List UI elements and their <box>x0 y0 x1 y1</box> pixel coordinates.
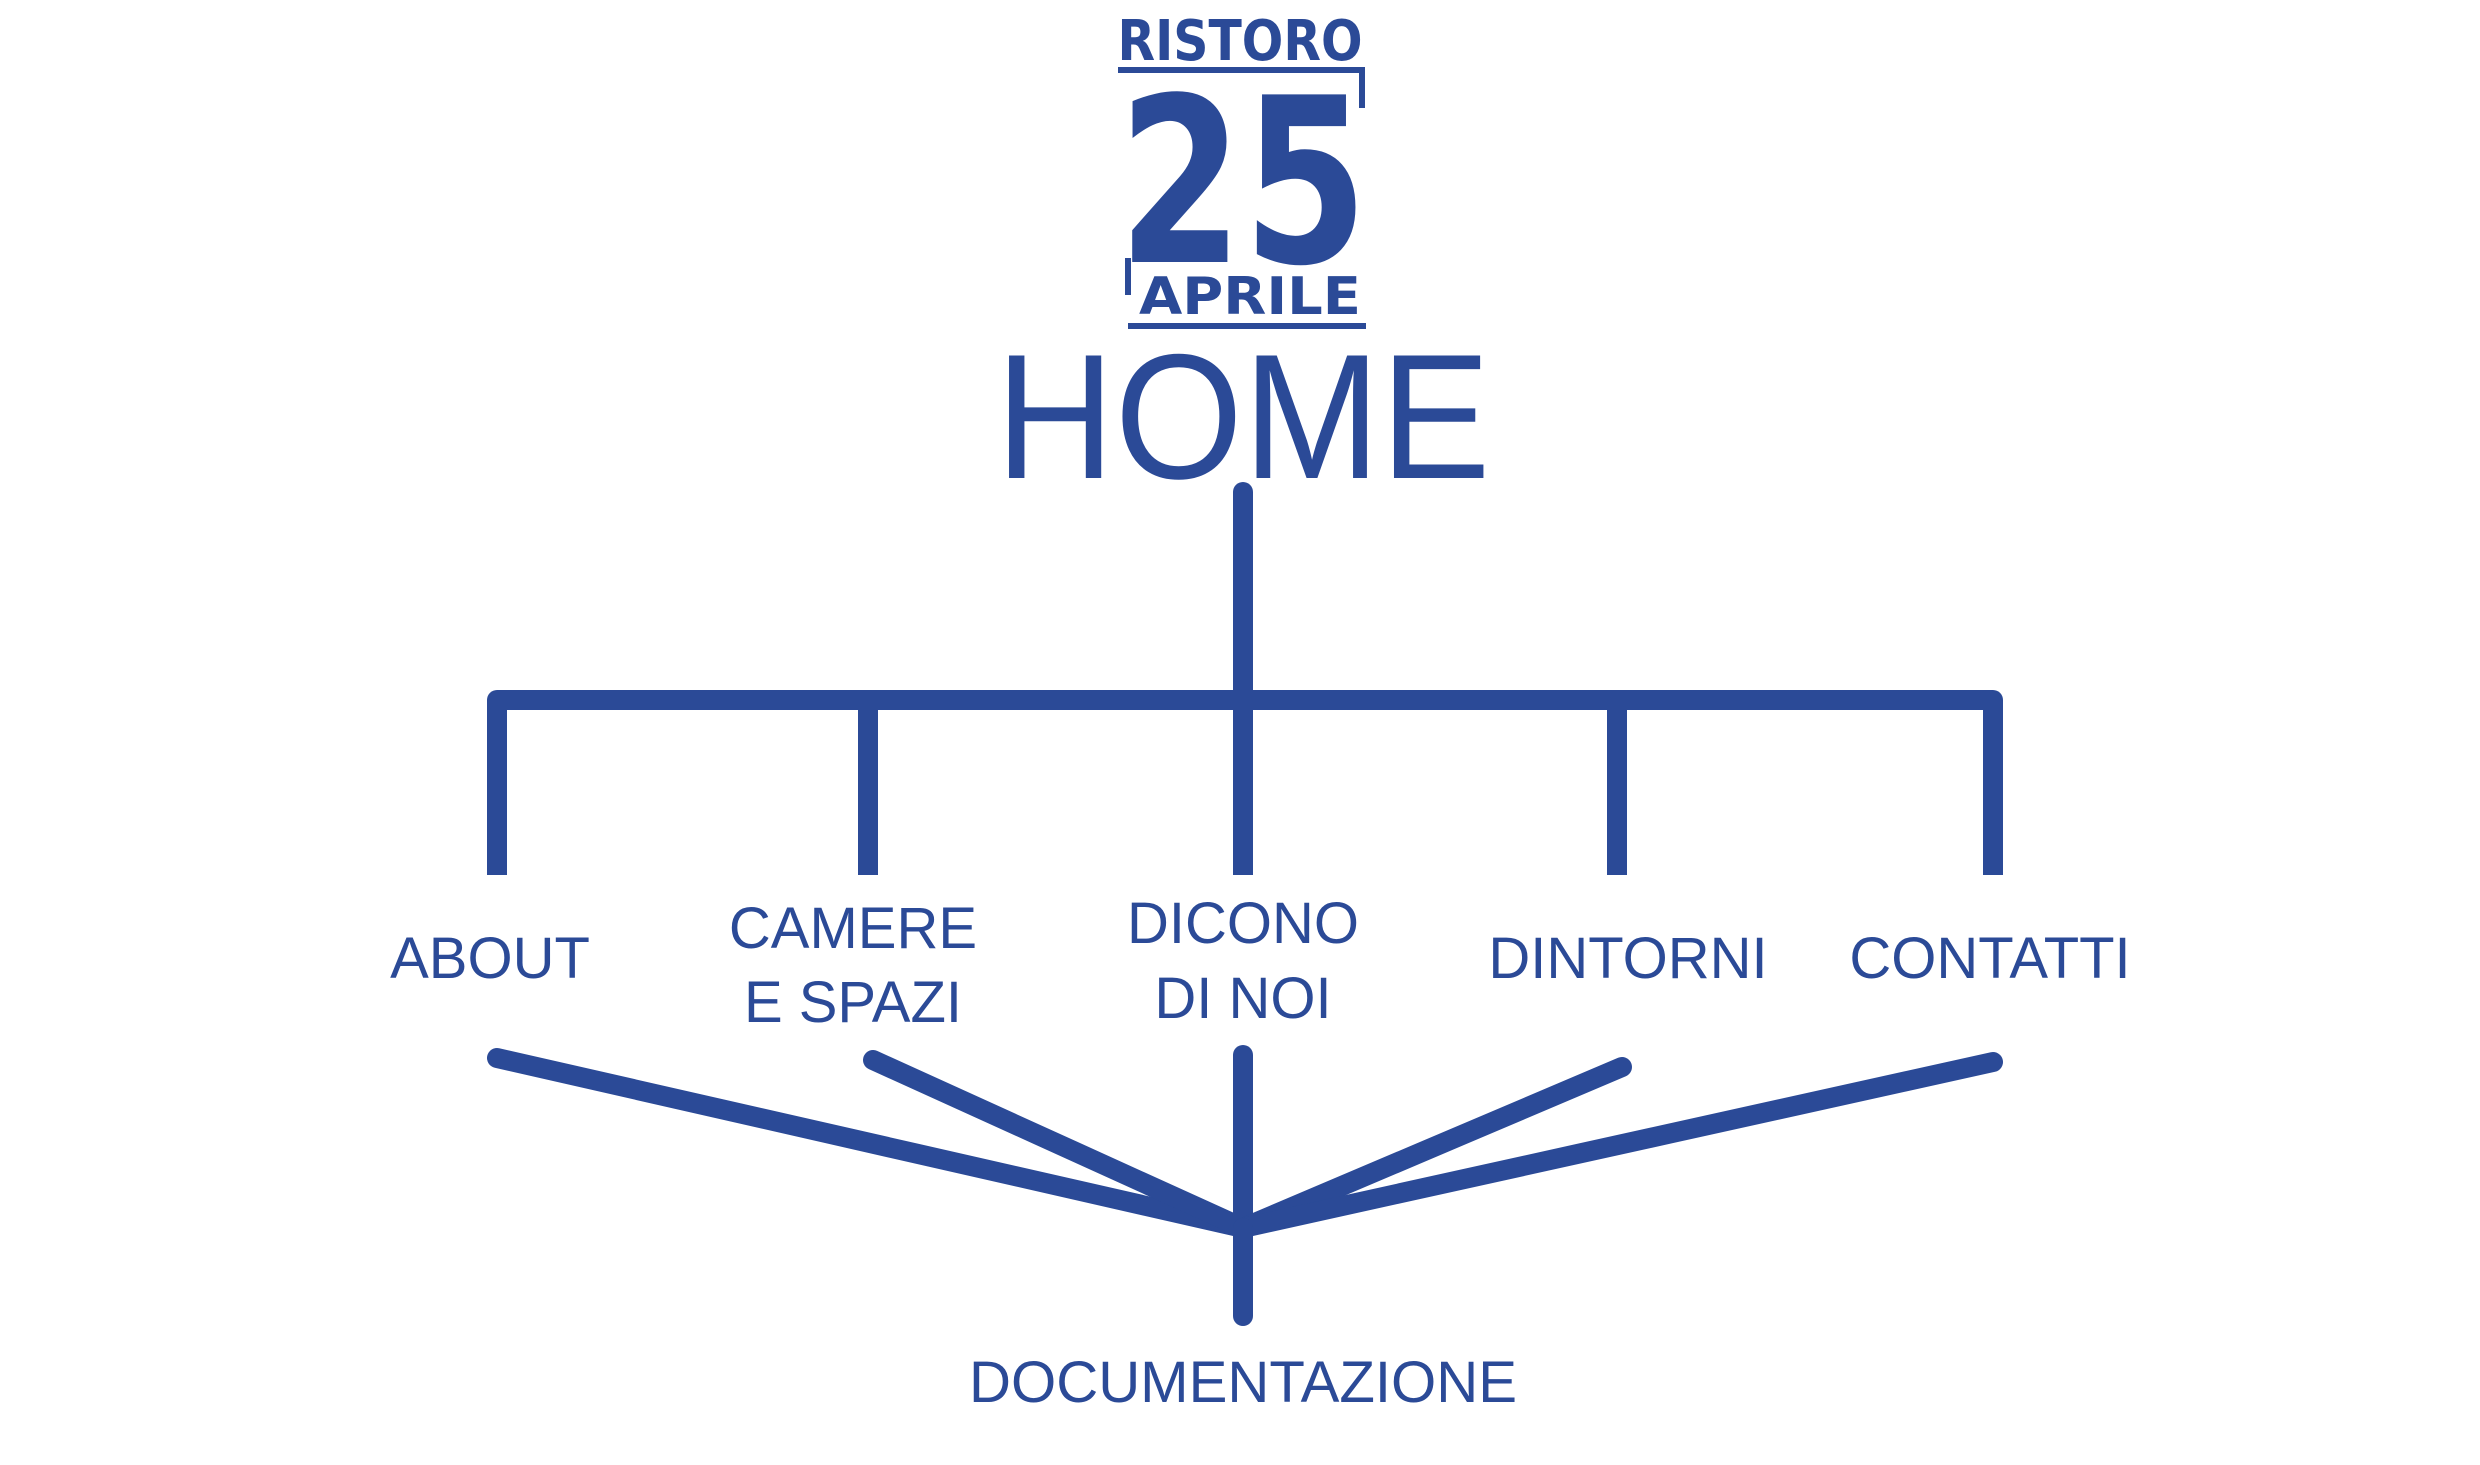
documentation-node: DOCUMENTAZIONE <box>969 1350 1517 1415</box>
page-label-contatti-line-1: CONTATTI <box>1849 926 2130 991</box>
converging-connectors <box>487 1045 2003 1238</box>
page-drops <box>487 700 2003 875</box>
converge-line-contatti <box>1233 1052 2003 1238</box>
tree-connectors <box>487 482 2003 710</box>
logo-line-25: 25 <box>1118 50 1368 317</box>
page-label-dintorni-line-1: DINTORNI <box>1488 926 1767 991</box>
page-label-camere-spazi-line-2: E SPAZI <box>744 970 962 1035</box>
logo-top-bracket <box>1118 67 1365 108</box>
logo: RISTORO 25 APRILE <box>1118 9 1368 329</box>
page-label-camere-spazi-line-1: CAMERE <box>729 896 977 961</box>
page-label-dicono-di-noi-line-1: DICONO <box>1127 891 1359 956</box>
page-node-dicono-di-noi: DICONO DI NOI <box>1127 891 1359 1031</box>
page-node-about: ABOUT <box>390 926 590 991</box>
page-nodes: ABOUT CAMERE E SPAZI DICONO DI NOI DINTORNI CO… <box>390 891 2131 1035</box>
page-node-contatti: CONTATTI <box>1849 926 2130 991</box>
logo-line-ristoro: RISTORO <box>1118 9 1363 74</box>
converge-line-dintorni <box>1233 1057 1632 1238</box>
converge-line-about <box>487 1048 1253 1238</box>
converge-line-camere-spazi <box>863 1050 1253 1238</box>
page-node-dintorni: DINTORNI <box>1488 926 1767 991</box>
page-label-dicono-di-noi-line-2: DI NOI <box>1154 966 1331 1031</box>
page-label-about-line-1: ABOUT <box>390 926 590 991</box>
page-node-camere-spazi: CAMERE E SPAZI <box>729 896 977 1035</box>
logo-line-aprile: APRILE <box>1139 267 1361 327</box>
